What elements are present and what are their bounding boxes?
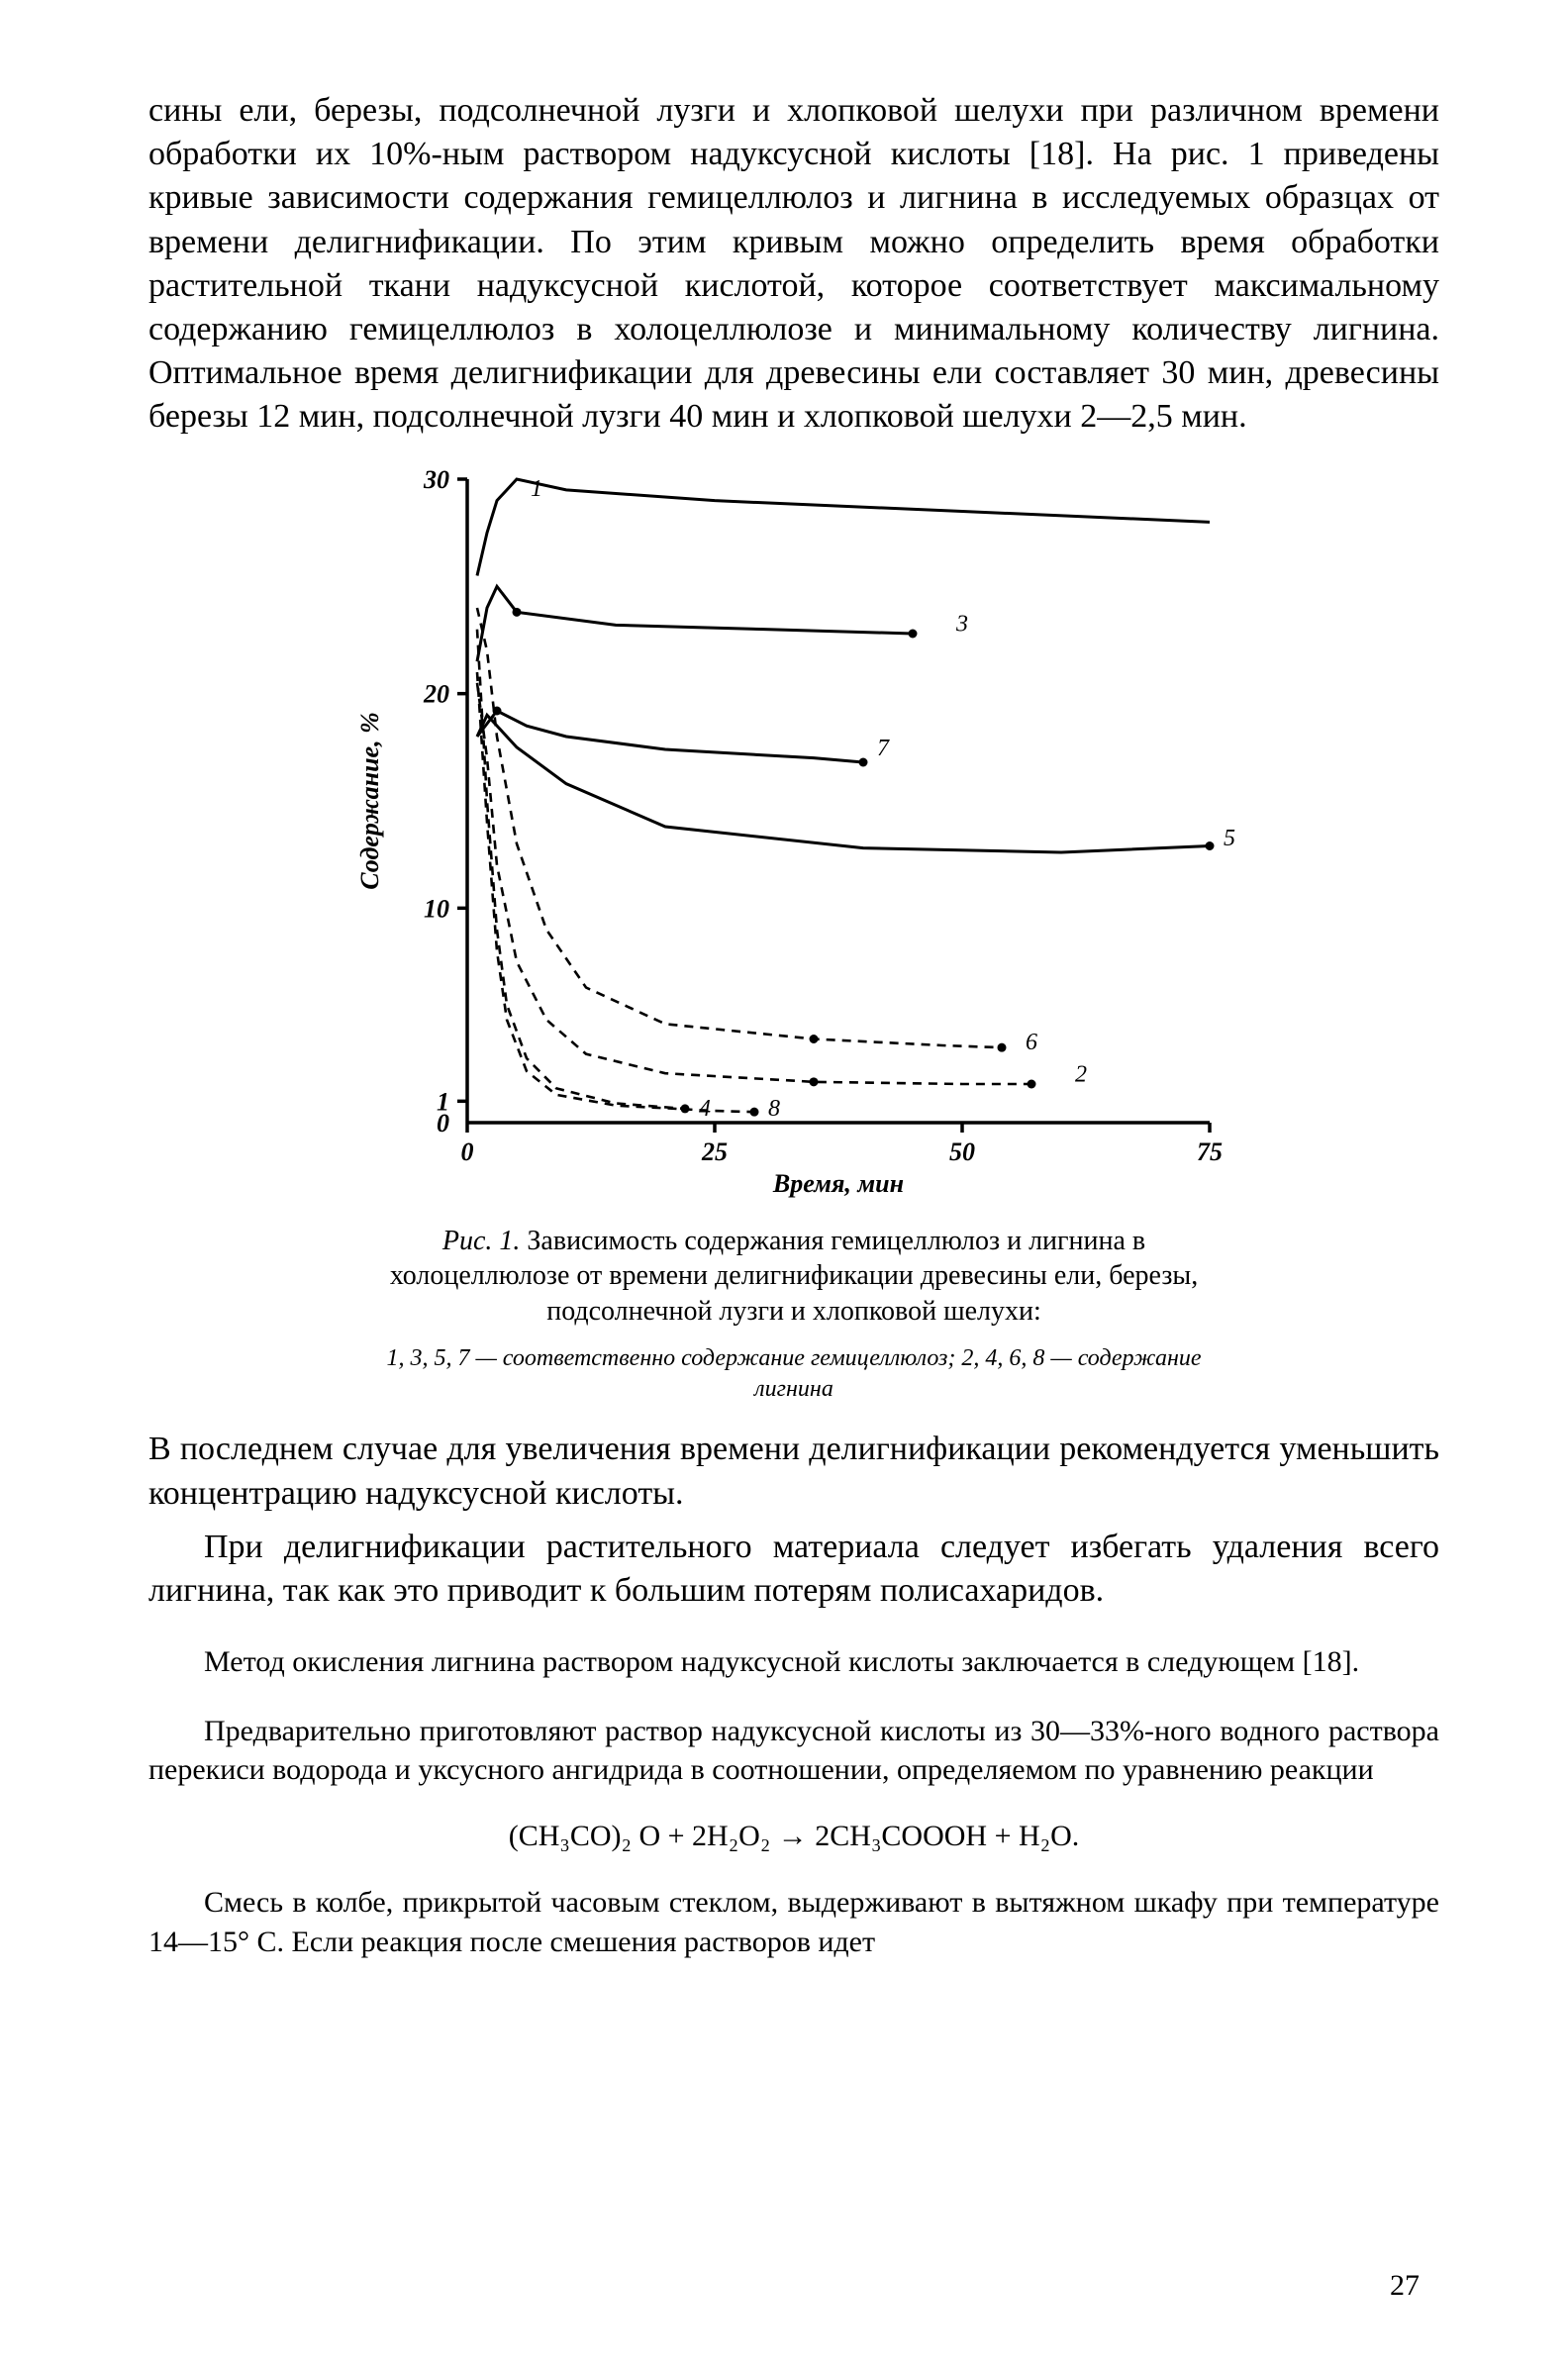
svg-text:20: 20 [423,679,449,708]
svg-text:0: 0 [461,1137,474,1166]
svg-text:25: 25 [701,1137,728,1166]
figure-1-caption-label: Рис. 1. [442,1226,521,1256]
svg-text:10: 10 [424,894,449,923]
svg-text:7: 7 [877,736,890,761]
svg-text:75: 75 [1197,1137,1223,1166]
svg-text:8: 8 [768,1096,780,1122]
method-paragraph-2: Предварительно приготовляют раствор наду… [148,1712,1439,1790]
svg-text:Содержание, %: Содержание, % [355,712,384,889]
svg-text:5: 5 [1224,826,1235,851]
svg-text:30: 30 [423,465,449,494]
reaction-equation: (CH₃CO)₂ O + 2H₂O₂ → 2CH₃COOOH + H₂O. [148,1820,1439,1853]
figure-1: 025507501102030Время, минСодержание, %13… [148,459,1439,1405]
body-paragraph-3: При делигнификации растительного материа… [148,1526,1439,1613]
figure-1-chart: 025507501102030Время, минСодержание, %13… [339,459,1249,1212]
method-paragraph-3: Смесь в колбе, прикрытой часовым стеклом… [148,1883,1439,1961]
page-number: 27 [1390,2269,1420,2303]
svg-text:50: 50 [949,1137,975,1166]
figure-1-caption: Рис. 1. Зависимость содержания гемицеллю… [358,1224,1229,1330]
figure-1-caption-legend: 1, 3, 5, 7 — соответственно содержание г… [358,1343,1229,1404]
svg-text:Время, мин: Время, мин [772,1169,904,1198]
svg-text:1: 1 [437,1087,449,1116]
svg-text:2: 2 [1075,1061,1087,1087]
body-paragraph-1: сины ели, березы, подсолнечной лузги и х… [148,89,1439,440]
svg-text:6: 6 [1026,1029,1037,1054]
svg-text:3: 3 [955,611,968,637]
body-paragraph-2: В последнем случае для увеличения времен… [148,1428,1439,1515]
svg-text:1: 1 [531,475,542,501]
method-paragraph-1: Метод окисления лигнина раствором надукс… [148,1642,1439,1682]
svg-text:4: 4 [699,1096,711,1122]
